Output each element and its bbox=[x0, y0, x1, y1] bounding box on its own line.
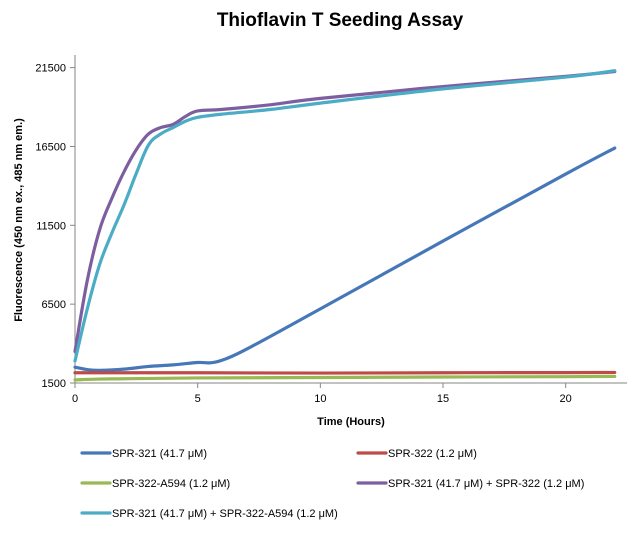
x-tick-label: 5 bbox=[195, 393, 201, 405]
x-tick-label: 15 bbox=[437, 393, 449, 405]
series-line-4 bbox=[73, 69, 617, 354]
legend-label: SPR-322-A594 (1.2 μM) bbox=[112, 478, 230, 490]
series-line-1 bbox=[73, 146, 617, 372]
y-axis-ticks: 1500 6500 11500 16500 21500 bbox=[35, 63, 75, 390]
x-tick-label: 20 bbox=[560, 393, 572, 405]
x-tick-label: 0 bbox=[72, 393, 78, 405]
series-line-3 bbox=[73, 374, 617, 382]
chart-title: Thioflavin T Seeding Assay bbox=[217, 10, 464, 31]
legend-item: SPR-322 (1.2 μM) bbox=[356, 448, 477, 460]
y-axis-label: Fluorescence (450 nm ex., 485 nm em.) bbox=[13, 118, 25, 322]
legend-label: SPR-321 (41.7 μM) + SPR-322-A594 (1.2 μM… bbox=[112, 508, 338, 520]
legend-item: SPR-322-A594 (1.2 μM) bbox=[80, 478, 230, 490]
x-axis-ticks: 0 5 10 15 20 bbox=[72, 383, 572, 405]
series-line-5 bbox=[73, 69, 617, 363]
x-tick-label: 10 bbox=[314, 393, 326, 405]
x-axis-label: Time (Hours) bbox=[317, 416, 385, 428]
legend-label: SPR-321 (41.7 μM) + SPR-322 (1.2 μM) bbox=[388, 478, 584, 490]
legend-label: SPR-321 (41.7 μM) bbox=[112, 448, 207, 460]
series-line-2 bbox=[73, 370, 617, 375]
legend-item: SPR-321 (41.7 μM) + SPR-322-A594 (1.2 μM… bbox=[80, 508, 338, 520]
legend-item: SPR-321 (41.7 μM) + SPR-322 (1.2 μM) bbox=[356, 478, 584, 490]
plot-area bbox=[73, 69, 617, 382]
y-tick-label: 11500 bbox=[36, 220, 66, 232]
y-tick-label: 16500 bbox=[35, 141, 66, 153]
legend: SPR-321 (41.7 μM) SPR-322 (1.2 μM) SPR-322… bbox=[80, 448, 584, 520]
y-tick-label: 1500 bbox=[42, 378, 66, 390]
legend-item: SPR-321 (41.7 μM) bbox=[80, 448, 207, 460]
legend-label: SPR-322 (1.2 μM) bbox=[388, 448, 477, 460]
y-tick-label: 6500 bbox=[42, 299, 66, 311]
y-tick-label: 21500 bbox=[35, 63, 66, 75]
